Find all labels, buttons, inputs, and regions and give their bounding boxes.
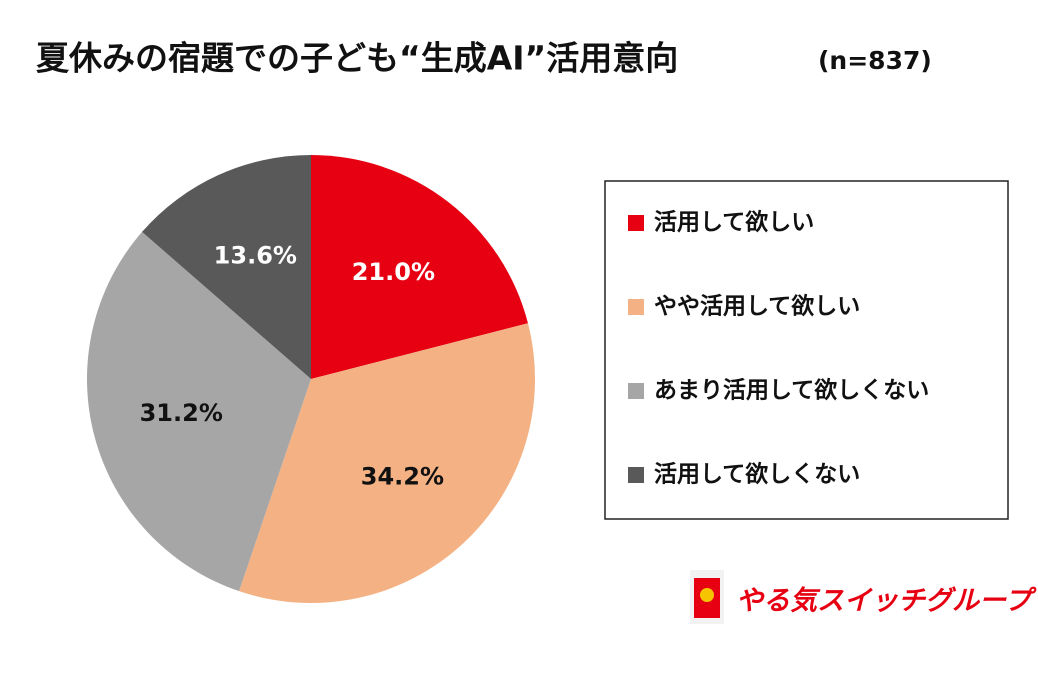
chart-subtitle: (n=837)	[818, 46, 932, 75]
data-label: 21.0%	[352, 258, 435, 286]
logo-text: やる気スイッチグループ	[736, 586, 1037, 617]
pie-slice	[311, 155, 528, 379]
legend-label: あまり活用して欲しくない	[654, 377, 929, 404]
legend-label: やや活用して欲しい	[654, 293, 860, 320]
legend-swatch	[628, 299, 644, 315]
data-label: 34.2%	[361, 463, 444, 491]
logo-icon-dot	[700, 588, 714, 602]
legend-label: 活用して欲しくない	[654, 461, 860, 488]
chart-title: 夏休みの宿題での子ども“生成AI”活用意向	[36, 39, 678, 78]
pie-slice	[142, 155, 311, 379]
pie-slice	[239, 323, 536, 604]
data-label: 13.6%	[214, 242, 297, 270]
data-label: 31.2%	[140, 399, 223, 427]
legend-swatch	[628, 215, 644, 231]
legend-swatch	[628, 467, 644, 483]
pie-slice	[86, 231, 311, 592]
legend-box	[604, 180, 1009, 520]
legend-swatch	[628, 383, 644, 399]
legend-label: 活用して欲しい	[654, 209, 814, 236]
